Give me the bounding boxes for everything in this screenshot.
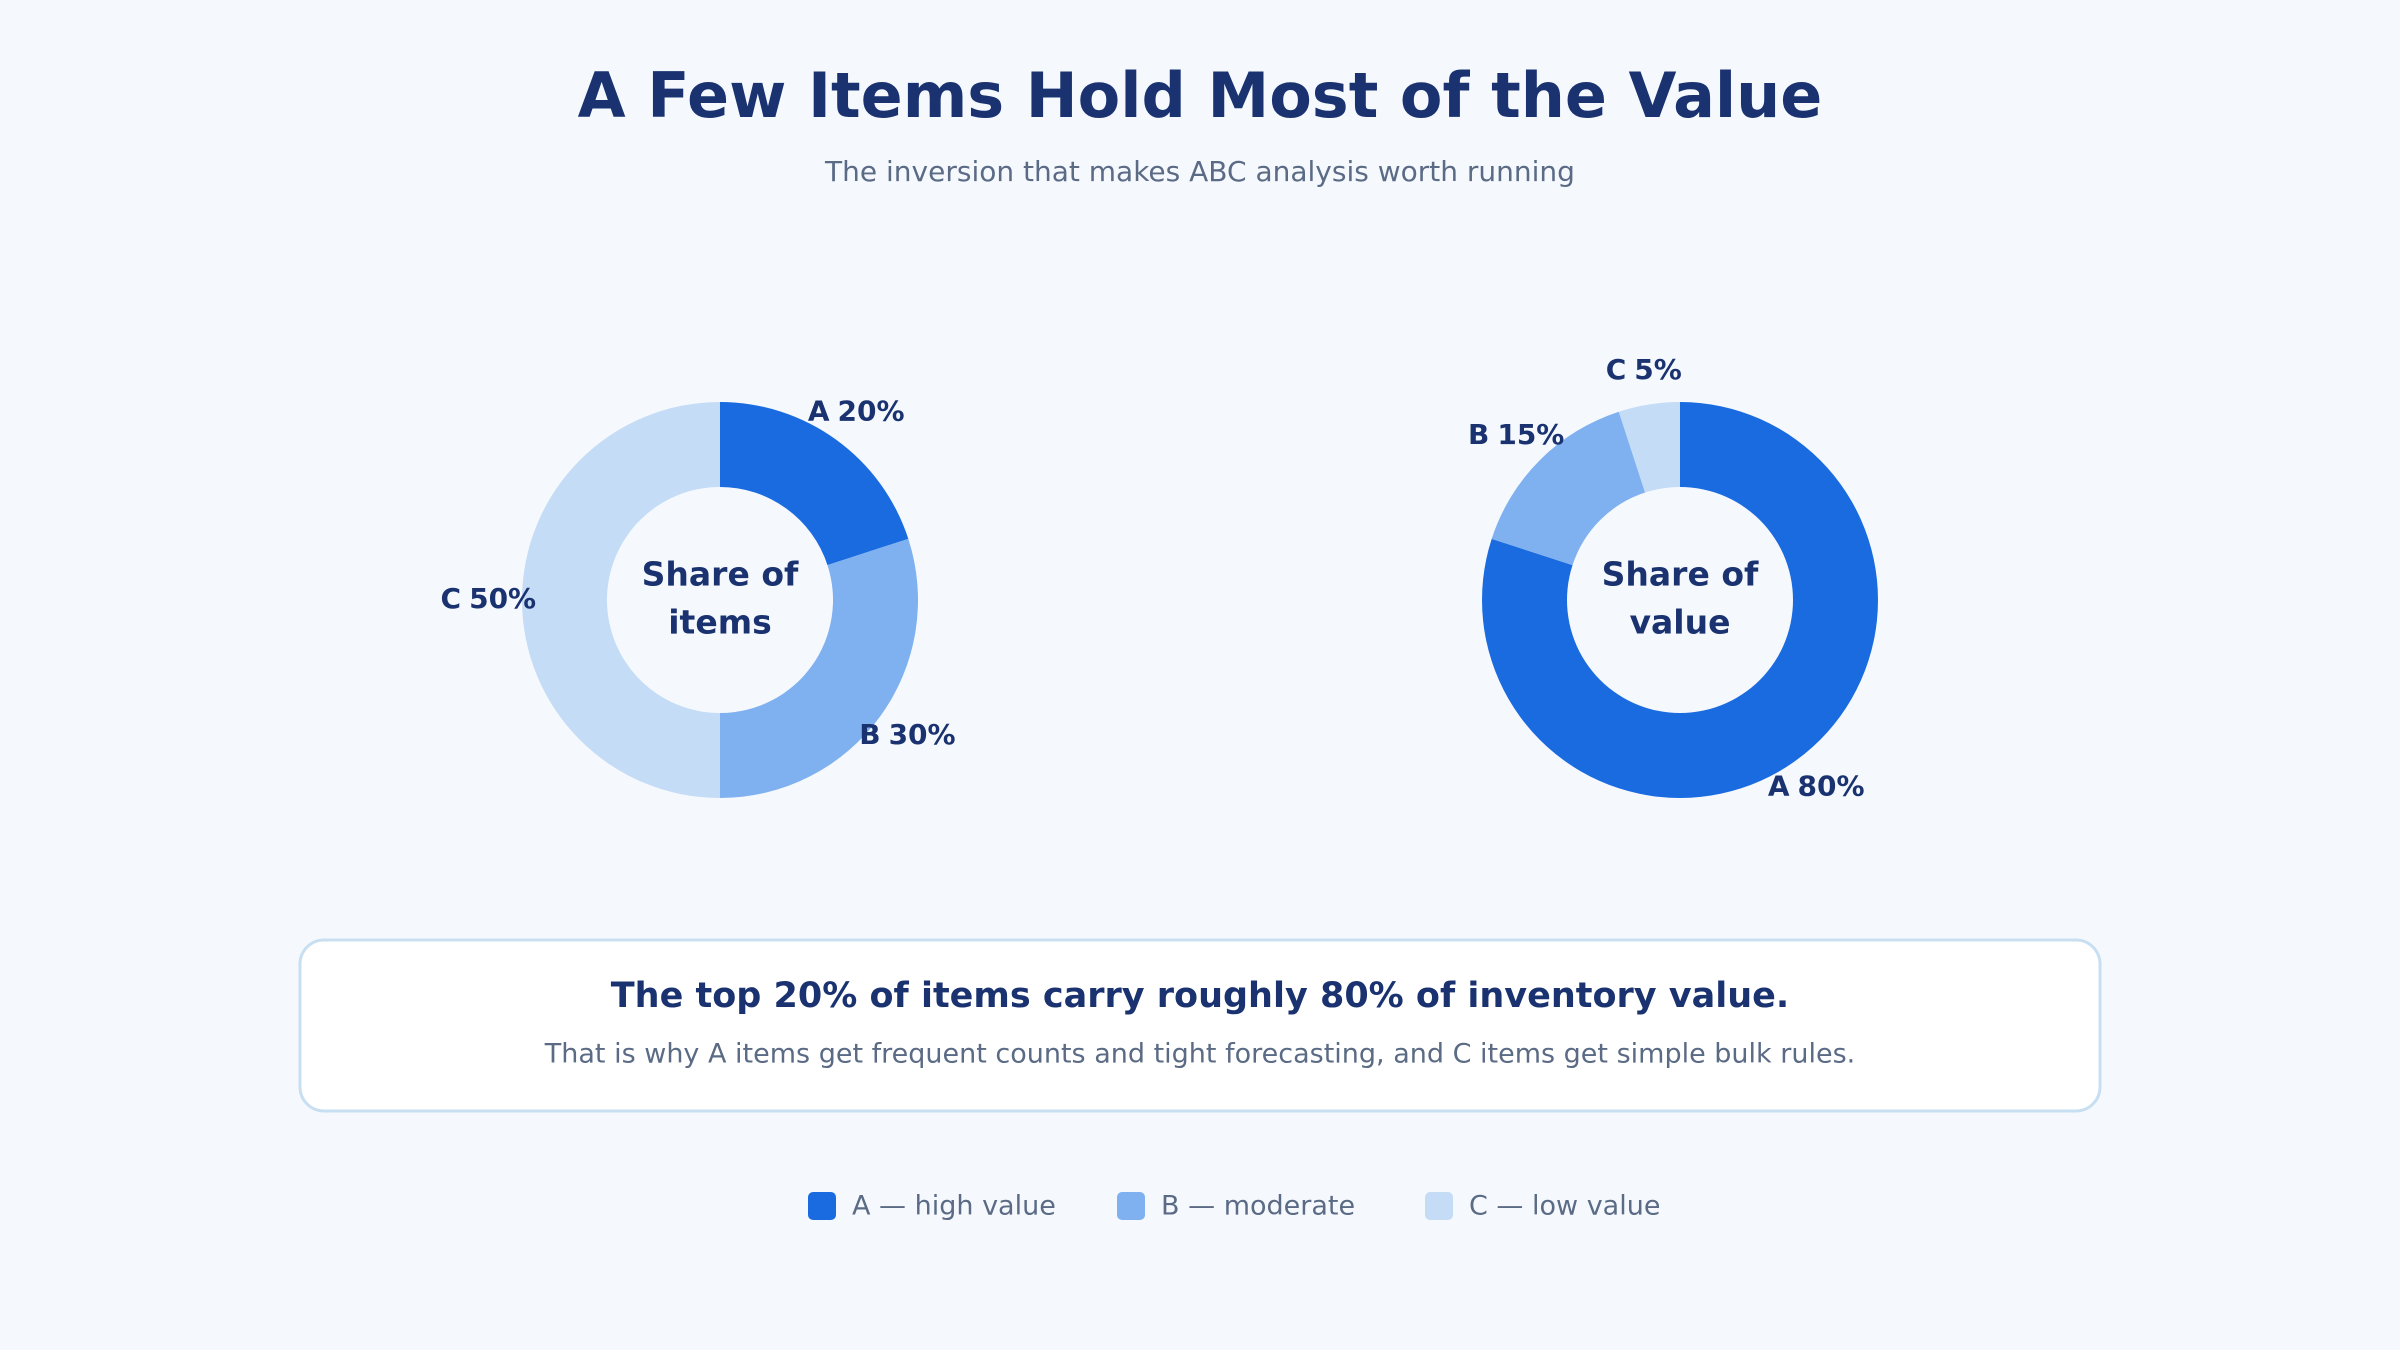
center-label: Share of: [642, 555, 799, 594]
slice-label: B 15%: [1468, 418, 1564, 451]
slice-label: C 5%: [1606, 353, 1682, 386]
center-label: Share of: [1602, 555, 1759, 594]
donut-slice: [720, 538, 918, 798]
legend-swatch: [808, 1192, 836, 1220]
slice-value: 15%: [1497, 418, 1564, 451]
donut-slice: [1482, 402, 1879, 798]
slice-value: 20%: [837, 395, 904, 428]
slice-category: B: [1468, 418, 1489, 451]
callout-box: [298, 938, 2102, 1113]
slice-label: B 30%: [859, 718, 955, 751]
slice-category: C: [1606, 353, 1627, 386]
legend-swatch: [1117, 1192, 1145, 1220]
title: A Few Items Hold Most of the Value: [578, 59, 1823, 132]
slice-category: A: [1768, 769, 1790, 802]
slice-value: 50%: [469, 582, 536, 615]
slice-label: C 50%: [441, 582, 537, 615]
donut-slice: [1618, 402, 1680, 493]
slice-label: A 20%: [808, 395, 905, 428]
legend-label: A — high value: [852, 1191, 1056, 1222]
donut-slice: [720, 402, 909, 566]
slice-category: C: [441, 582, 462, 615]
donut-slice: [1491, 411, 1646, 566]
slice-category: A: [808, 395, 830, 428]
legend-swatch: [1425, 1192, 1453, 1220]
center-label: items: [668, 603, 772, 642]
slice-value: 30%: [889, 718, 956, 751]
legend-label: B — moderate: [1161, 1191, 1355, 1222]
slice-value: 5%: [1634, 353, 1682, 386]
callout-headline: The top 20% of items carry roughly 80% o…: [611, 976, 1789, 1016]
donut-slice: [522, 402, 720, 798]
callout-body: That is why A items get frequent counts …: [544, 1039, 1855, 1070]
slice-category: B: [859, 718, 880, 751]
legend-label: C — low value: [1469, 1191, 1660, 1222]
subtitle: The inversion that makes ABC analysis wo…: [824, 155, 1575, 188]
slice-value: 80%: [1797, 769, 1864, 802]
slice-label: A 80%: [1768, 769, 1865, 802]
center-label: value: [1630, 603, 1731, 642]
